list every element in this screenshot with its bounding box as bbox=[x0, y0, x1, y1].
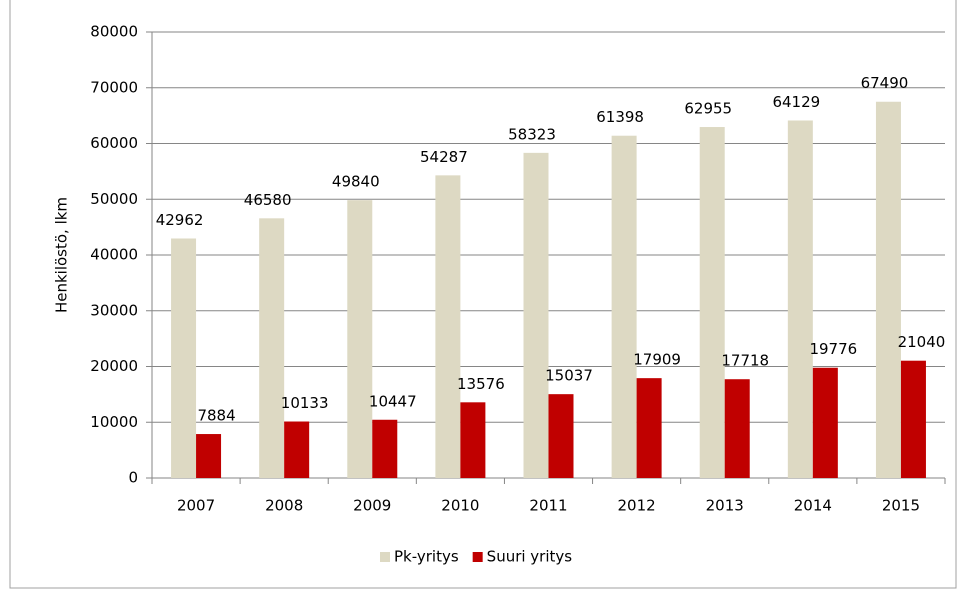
legend-swatch bbox=[472, 552, 483, 562]
data-label: 49840 bbox=[332, 173, 380, 191]
data-label: 10447 bbox=[369, 392, 417, 410]
bar bbox=[812, 367, 838, 478]
bar bbox=[171, 238, 197, 478]
bar bbox=[435, 175, 461, 478]
legend-swatch bbox=[380, 552, 390, 562]
bar bbox=[347, 200, 373, 478]
data-label: 54287 bbox=[420, 148, 468, 166]
y-tick-label: 70000 bbox=[90, 78, 138, 96]
y-tick-label: 40000 bbox=[90, 246, 138, 264]
x-tick-label: 2009 bbox=[353, 497, 391, 515]
y-axis-label: Henkilöstö, lkm bbox=[53, 197, 71, 313]
data-label: 42962 bbox=[156, 211, 204, 229]
bar bbox=[900, 360, 926, 478]
data-label: 15037 bbox=[545, 367, 593, 385]
data-label: 17718 bbox=[721, 352, 769, 370]
y-tick-label: 10000 bbox=[90, 413, 138, 431]
data-label: 21040 bbox=[898, 333, 946, 351]
bar bbox=[724, 379, 750, 478]
data-label: 46580 bbox=[244, 191, 292, 209]
x-tick-label: 2008 bbox=[265, 497, 303, 515]
bar bbox=[611, 135, 637, 478]
y-tick-label: 50000 bbox=[90, 190, 138, 208]
legend-label: Pk-yritys bbox=[394, 548, 459, 566]
y-tick-label: 80000 bbox=[90, 23, 138, 41]
y-tick-label: 60000 bbox=[90, 134, 138, 152]
x-tick-label: 2007 bbox=[177, 497, 215, 515]
chart-frame bbox=[9, 0, 957, 589]
bar bbox=[372, 419, 398, 478]
data-label: 17909 bbox=[633, 351, 681, 369]
y-tick-label: 20000 bbox=[90, 357, 138, 375]
bar bbox=[875, 101, 901, 478]
x-tick-label: 2011 bbox=[529, 497, 567, 515]
data-label: 62955 bbox=[684, 100, 732, 118]
x-tick-label: 2013 bbox=[706, 497, 744, 515]
data-label: 67490 bbox=[861, 74, 909, 92]
y-tick-label: 30000 bbox=[90, 301, 138, 319]
data-label: 61398 bbox=[596, 108, 644, 126]
data-label: 13576 bbox=[457, 375, 505, 393]
bar bbox=[787, 120, 813, 478]
data-label: 58323 bbox=[508, 125, 556, 143]
bar bbox=[259, 218, 285, 478]
x-tick-label: 2010 bbox=[441, 497, 479, 515]
data-label: 7884 bbox=[197, 407, 235, 425]
legend-label: Suuri yritys bbox=[487, 548, 573, 566]
bar bbox=[548, 394, 574, 478]
y-tick-label: 0 bbox=[128, 469, 138, 487]
data-label: 64129 bbox=[772, 93, 820, 111]
bar bbox=[523, 152, 549, 478]
bar bbox=[196, 434, 222, 478]
bar bbox=[284, 421, 310, 478]
bar bbox=[699, 127, 725, 478]
x-tick-label: 2014 bbox=[794, 497, 832, 515]
bar bbox=[460, 402, 486, 478]
data-label: 10133 bbox=[281, 394, 329, 412]
x-tick-label: 2015 bbox=[882, 497, 920, 515]
x-tick-label: 2012 bbox=[618, 497, 656, 515]
data-label: 19776 bbox=[809, 340, 857, 358]
bar bbox=[636, 378, 662, 478]
